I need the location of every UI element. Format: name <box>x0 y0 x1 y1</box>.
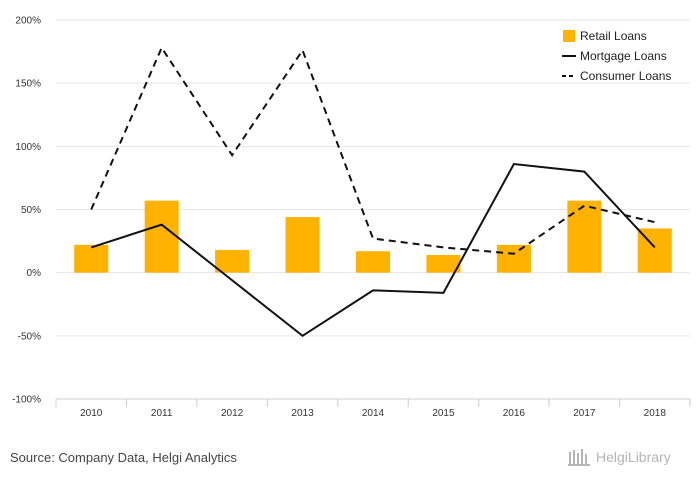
x-axis: 2010 2011 2012 2013 2014 2015 2016 2017 2018 <box>55 398 691 419</box>
y-tick-label: 50% <box>21 205 41 216</box>
bar-2015 <box>426 254 461 273</box>
x-tick-label: 2017 <box>573 408 596 419</box>
legend-swatch-bar <box>563 30 575 42</box>
x-tick-label: 2018 <box>644 408 667 419</box>
y-tick-label: -100% <box>12 395 41 406</box>
loan-lines <box>90 45 656 338</box>
legend: Retail Loans Mortgage Loans Consumer Loans <box>562 29 671 83</box>
helgi-library-logo: HelgiLibrary <box>568 448 671 466</box>
bar-2017 <box>567 200 602 273</box>
brand-name: HelgiLibrary <box>596 449 671 465</box>
y-tick-label: 0% <box>27 268 42 279</box>
x-tick-label: 2014 <box>362 408 385 419</box>
y-tick-label: 200% <box>15 16 41 27</box>
x-tick-label: 2012 <box>221 408 244 419</box>
x-tick-label: 2010 <box>80 408 103 419</box>
x-tick-label: 2015 <box>432 408 455 419</box>
consumer-loans-line <box>90 45 656 255</box>
legend-label: Mortgage Loans <box>580 49 667 63</box>
x-tick-label: 2016 <box>503 408 526 419</box>
source-note: Source: Company Data, Helgi Analytics <box>10 450 237 465</box>
y-tick-label: 150% <box>15 79 41 90</box>
y-tick-label: -50% <box>18 331 41 342</box>
bar-2013 <box>285 217 320 273</box>
bar-2012 <box>215 249 250 273</box>
bar-2010 <box>74 244 109 273</box>
y-axis-ticks: 200% 150% 100% 50% 0% -50% -100% <box>12 16 41 406</box>
bar-2011 <box>144 200 179 273</box>
legend-label: Consumer Loans <box>580 69 671 83</box>
x-tick-label: 2013 <box>291 408 314 419</box>
library-icon <box>568 449 590 466</box>
retail-loans-bars <box>74 200 672 273</box>
y-tick-label: 100% <box>15 142 41 153</box>
bar-2014 <box>356 251 390 273</box>
legend-label: Retail Loans <box>580 29 647 43</box>
x-tick-label: 2011 <box>151 408 173 419</box>
bar-2016 <box>496 244 531 273</box>
